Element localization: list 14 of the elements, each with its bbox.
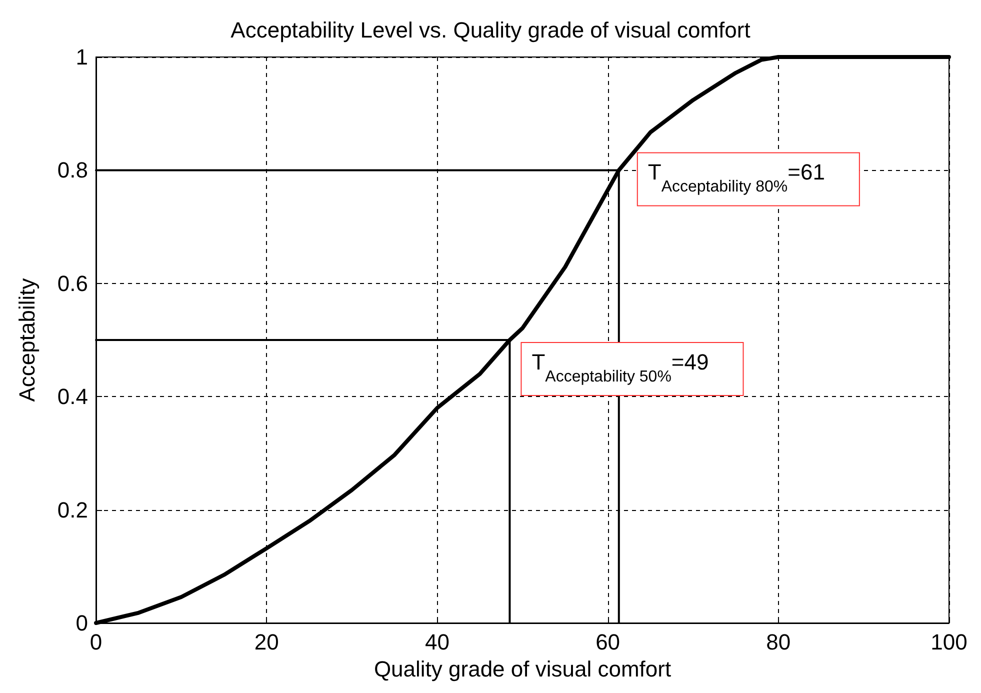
- y-tick-label: 1: [76, 44, 88, 70]
- y-tick-label: 0.8: [57, 158, 88, 183]
- y-tick-label: 0.2: [57, 497, 88, 522]
- x-tick-label: 80: [766, 630, 791, 654]
- x-tick-label: 60: [596, 630, 620, 654]
- y-tick-label: 0.4: [57, 384, 88, 410]
- chart-title: Acceptability Level vs. Quality grade of visual comfort: [230, 18, 750, 42]
- y-tick-label: 0: [76, 610, 88, 636]
- x-axis-title: Quality grade of visual comfort: [374, 656, 672, 682]
- x-tick-label: 40: [424, 630, 450, 654]
- x-tick-label: 100: [930, 630, 968, 654]
- y-tick-label: 0.6: [57, 270, 88, 296]
- y-axis-title: Acceptability: [14, 278, 40, 402]
- x-tick-label: 20: [254, 630, 279, 654]
